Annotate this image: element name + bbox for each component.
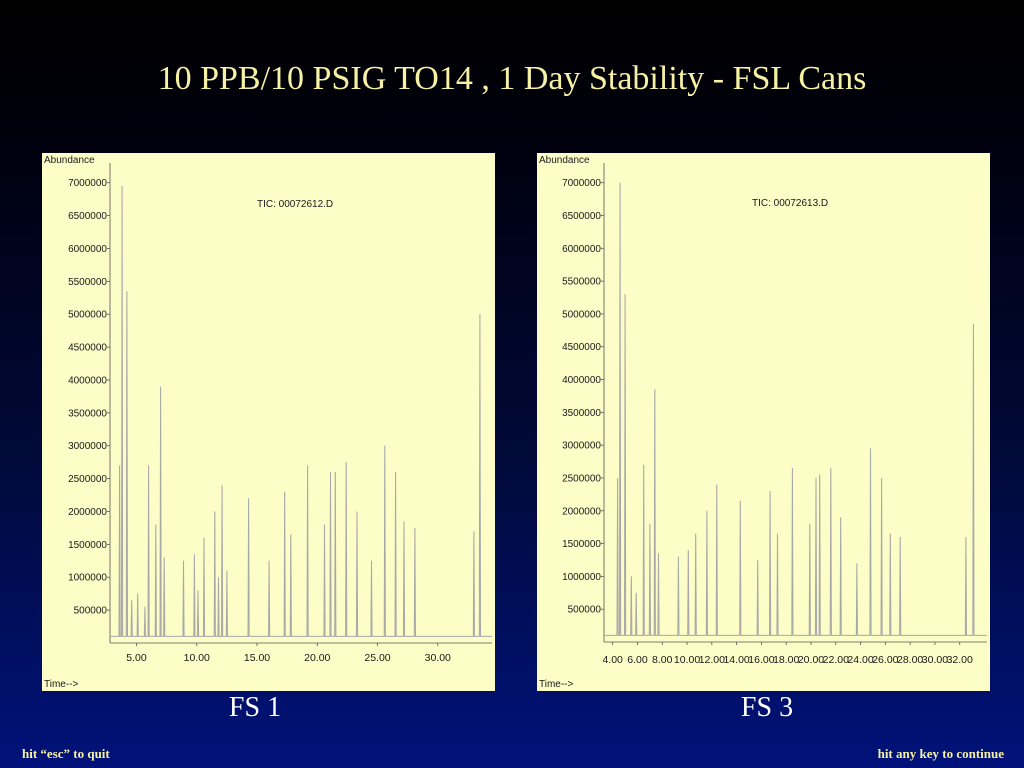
x-tick-label: 28.00 — [897, 654, 923, 666]
y-tick-label: 2500000 — [562, 473, 601, 484]
y-tick-label: 2000000 — [68, 507, 107, 518]
y-tick-label: 5000000 — [562, 309, 601, 320]
y-tick-label: 1500000 — [68, 540, 107, 551]
y-tick-label: 1000000 — [68, 573, 107, 584]
x-tick-label: 15.00 — [244, 652, 270, 664]
chromatogram-panel-fs1: Abundance Time--> TIC: 00072612.D 500000 100… — [42, 153, 495, 691]
y-tick-label: 3500000 — [562, 408, 601, 419]
y-tick-label: 6000000 — [562, 244, 601, 255]
caption-fs1: FS 1 — [228, 692, 282, 723]
y-tick-label: 4500000 — [562, 342, 601, 353]
y-tick-label: 6000000 — [68, 244, 107, 255]
y-tick-label: 4000000 — [562, 375, 601, 386]
y-tick-label: 500000 — [568, 605, 602, 616]
continue-hint: hit any key to continue — [877, 746, 1004, 761]
tic-trace — [604, 182, 987, 636]
y-tick-label: 7000000 — [68, 178, 107, 189]
y-tick-label: 2000000 — [562, 506, 601, 517]
x-axis-label: Time--> — [44, 679, 79, 690]
x-tick-label: 22.00 — [823, 654, 849, 666]
x-tick-label: 5.00 — [126, 652, 147, 664]
y-tick-label: 3500000 — [68, 408, 107, 419]
y-axis-label: Abundance — [44, 155, 95, 166]
y-axis-label: Abundance — [539, 155, 590, 166]
y-tick-label: 1500000 — [562, 539, 601, 550]
caption-fs3: FS 3 — [740, 692, 794, 723]
x-tick-label: 18.00 — [773, 654, 799, 666]
y-tick-label: 3000000 — [68, 441, 107, 452]
x-tick-label: 12.00 — [699, 654, 725, 666]
y-tick-label: 2500000 — [68, 474, 107, 485]
x-tick-label: 14.00 — [723, 654, 749, 666]
y-tick-label: 5500000 — [68, 277, 107, 288]
tic-annotation: TIC: 00072612.D — [257, 199, 333, 210]
y-tick-label: 4500000 — [68, 343, 107, 354]
x-tick-label: 32.00 — [947, 654, 973, 666]
y-tick-label: 3000000 — [562, 441, 601, 452]
y-tick-label: 500000 — [74, 606, 108, 617]
chromatogram-panel-fs3: Abundance Time--> TIC: 00072613.D 500000 100… — [537, 153, 990, 691]
y-tick-label: 6500000 — [562, 211, 601, 222]
x-tick-label: 6.00 — [627, 654, 648, 666]
y-tick-label: 1000000 — [562, 572, 601, 583]
x-tick-label: 26.00 — [872, 654, 898, 666]
chromatogram-fs3: Abundance Time--> TIC: 00072613.D 500000 100… — [539, 155, 987, 690]
x-tick-label: 20.00 — [304, 652, 330, 664]
x-tick-label: 30.00 — [922, 654, 948, 666]
quit-hint: hit “esc” to quit — [22, 746, 110, 761]
x-tick-label: 8.00 — [652, 654, 673, 666]
x-tick-label: 24.00 — [847, 654, 873, 666]
chromatogram-fs1: Abundance Time--> TIC: 00072612.D 500000 100… — [44, 155, 492, 690]
y-tick-label: 4000000 — [68, 375, 107, 386]
x-tick-label: 10.00 — [674, 654, 700, 666]
x-tick-label: 30.00 — [425, 652, 451, 664]
y-tick-label: 7000000 — [562, 178, 601, 189]
x-tick-label: 16.00 — [748, 654, 774, 666]
y-tick-label: 5000000 — [68, 310, 107, 321]
tic-annotation: TIC: 00072613.D — [752, 198, 828, 209]
x-tick-label: 10.00 — [184, 652, 210, 664]
y-tick-label: 5500000 — [562, 277, 601, 288]
x-tick-label: 20.00 — [798, 654, 824, 666]
slide-title: 10 PPB/10 PSIG TO14 , 1 Day Stability - … — [157, 60, 867, 97]
y-tick-label: 6500000 — [68, 211, 107, 222]
x-tick-label: 4.00 — [602, 654, 623, 666]
tic-trace — [110, 185, 492, 637]
x-tick-label: 25.00 — [364, 652, 390, 664]
x-axis-label: Time--> — [539, 679, 574, 690]
